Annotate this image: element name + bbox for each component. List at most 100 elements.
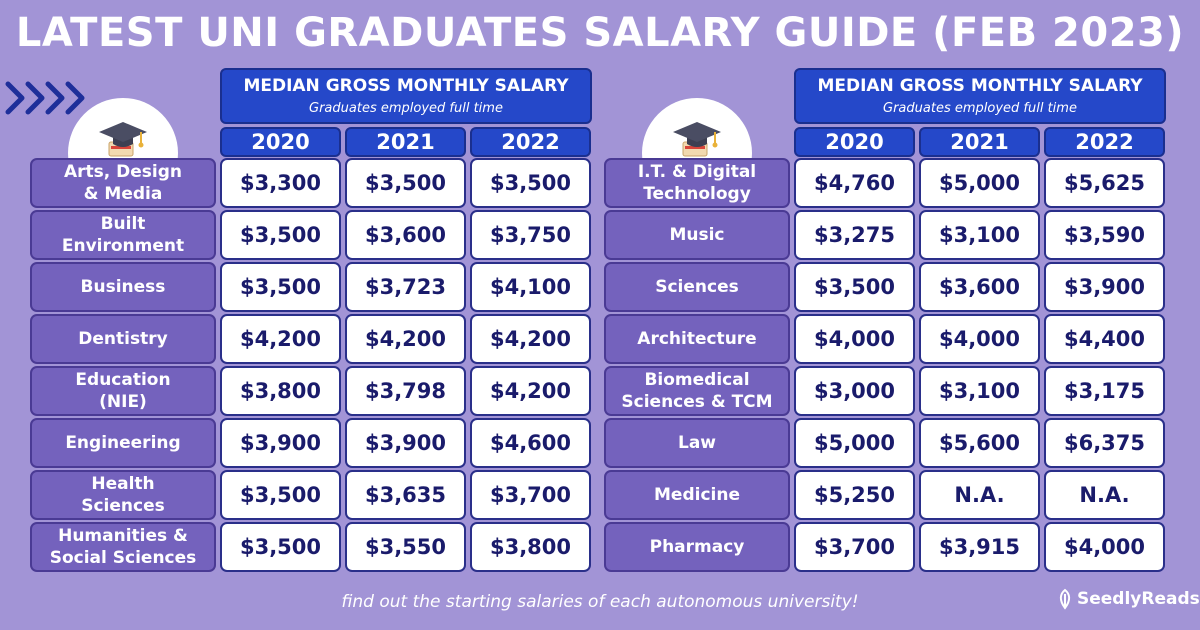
table-row: Music $3,275 $3,100 $3,590: [604, 210, 1168, 260]
salary-value: N.A.: [1044, 470, 1165, 520]
year-2020: 2020: [220, 127, 341, 157]
graduation-cap-icon: [99, 122, 147, 157]
salary-value: $3,175: [1044, 366, 1165, 416]
salary-value: $4,200: [345, 314, 466, 364]
course-label: Medicine: [604, 470, 790, 520]
table-row: Sciences $3,500 $3,600 $3,900: [604, 262, 1168, 312]
table-row: Arts, Design & Media $3,300 $3,500 $3,50…: [30, 158, 594, 208]
salary-value: $3,723: [345, 262, 466, 312]
table-row: Pharmacy $3,700 $3,915 $4,000: [604, 522, 1168, 572]
course-label: Health Sciences: [30, 470, 216, 520]
table-row: Education (NIE) $3,800 $3,798 $4,200: [30, 366, 594, 416]
table-row: Architecture $4,000 $4,000 $4,400: [604, 314, 1168, 364]
course-label: Music: [604, 210, 790, 260]
salary-value: $3,500: [345, 158, 466, 208]
salary-value: $5,000: [794, 418, 915, 468]
brand-name: SeedlyReads: [1077, 589, 1200, 609]
salary-value: $4,200: [470, 366, 591, 416]
salary-value: $5,600: [919, 418, 1040, 468]
salary-value: $3,500: [470, 158, 591, 208]
salary-value: $6,375: [1044, 418, 1165, 468]
year-2022: 2022: [1044, 127, 1165, 157]
salary-value: $3,590: [1044, 210, 1165, 260]
salary-value: $3,700: [794, 522, 915, 572]
salary-value: $3,750: [470, 210, 591, 260]
course-label: Law: [604, 418, 790, 468]
salary-value: $4,400: [1044, 314, 1165, 364]
header-subtitle: Graduates employed full time: [883, 101, 1077, 116]
salary-value: $3,500: [794, 262, 915, 312]
table-row: Health Sciences $3,500 $3,635 $3,700: [30, 470, 594, 520]
table-row: Humanities & Social Sciences $3,500 $3,5…: [30, 522, 594, 572]
table-row: Biomedical Sciences & TCM $3,000 $3,100 …: [604, 366, 1168, 416]
salary-value: $3,550: [345, 522, 466, 572]
course-label: I.T. & Digital Technology: [604, 158, 790, 208]
salary-value: $4,000: [794, 314, 915, 364]
salary-value: $3,500: [220, 262, 341, 312]
salary-value: $4,600: [470, 418, 591, 468]
salary-value: $3,900: [220, 418, 341, 468]
course-label: Business: [30, 262, 216, 312]
salary-value: $4,000: [1044, 522, 1165, 572]
table-row: Business $3,500 $3,723 $4,100: [30, 262, 594, 312]
salary-value: $3,000: [794, 366, 915, 416]
salary-value: $4,000: [919, 314, 1040, 364]
course-label: Pharmacy: [604, 522, 790, 572]
salary-value: $3,600: [919, 262, 1040, 312]
salary-value: $5,000: [919, 158, 1040, 208]
year-header-row: 2020 2021 2022: [794, 127, 1168, 157]
footer-tagline: find out the starting salaries of each a…: [341, 592, 859, 612]
course-label: Biomedical Sciences & TCM: [604, 366, 790, 416]
year-header-row: 2020 2021 2022: [220, 127, 594, 157]
course-label: Arts, Design & Media: [30, 158, 216, 208]
table-row: Law $5,000 $5,600 $6,375: [604, 418, 1168, 468]
table-row: Built Environment $3,500 $3,600 $3,750: [30, 210, 594, 260]
salary-value: $3,798: [345, 366, 466, 416]
salary-value: $5,250: [794, 470, 915, 520]
page-title: LATEST UNI GRADUATES SALARY GUIDE (FEB 2…: [15, 10, 1185, 56]
salary-value: N.A.: [919, 470, 1040, 520]
seedly-logo-icon: [1059, 588, 1071, 610]
graduation-cap-icon: [673, 122, 721, 157]
header-title: MEDIAN GROSS MONTHLY SALARY: [243, 76, 569, 96]
header-subtitle: Graduates employed full time: [309, 101, 503, 116]
course-label: Sciences: [604, 262, 790, 312]
year-2022: 2022: [470, 127, 591, 157]
salary-value: $4,100: [470, 262, 591, 312]
salary-value: $3,275: [794, 210, 915, 260]
salary-header: MEDIAN GROSS MONTHLY SALARY Graduates em…: [220, 68, 592, 124]
salary-value: $3,500: [220, 522, 341, 572]
salary-value: $3,600: [345, 210, 466, 260]
year-2021: 2021: [919, 127, 1040, 157]
salary-value: $3,800: [470, 522, 591, 572]
year-2020: 2020: [794, 127, 915, 157]
salary-header: MEDIAN GROSS MONTHLY SALARY Graduates em…: [794, 68, 1166, 124]
salary-value: $3,900: [1044, 262, 1165, 312]
course-label: Engineering: [30, 418, 216, 468]
header-title: MEDIAN GROSS MONTHLY SALARY: [817, 76, 1143, 96]
table-row: I.T. & Digital Technology $4,760 $5,000 …: [604, 158, 1168, 208]
salary-value: $3,700: [470, 470, 591, 520]
salary-value: $4,200: [220, 314, 341, 364]
salary-value: $4,200: [470, 314, 591, 364]
table-row: Engineering $3,900 $3,900 $4,600: [30, 418, 594, 468]
salary-value: $3,100: [919, 210, 1040, 260]
course-label: Dentistry: [30, 314, 216, 364]
brand-logo: SeedlyReads: [1056, 588, 1200, 610]
salary-value: $3,500: [220, 210, 341, 260]
salary-value: $3,500: [220, 470, 341, 520]
salary-value: $4,760: [794, 158, 915, 208]
table-row: Medicine $5,250 N.A. N.A.: [604, 470, 1168, 520]
chevrons-right-icon: [5, 81, 85, 115]
salary-value: $3,635: [345, 470, 466, 520]
salary-value: $3,900: [345, 418, 466, 468]
course-label: Built Environment: [30, 210, 216, 260]
salary-value: $3,800: [220, 366, 341, 416]
course-label: Humanities & Social Sciences: [30, 522, 216, 572]
salary-value: $3,100: [919, 366, 1040, 416]
course-label: Education (NIE): [30, 366, 216, 416]
course-label: Architecture: [604, 314, 790, 364]
table-row: Dentistry $4,200 $4,200 $4,200: [30, 314, 594, 364]
salary-value: $5,625: [1044, 158, 1165, 208]
salary-value: $3,300: [220, 158, 341, 208]
